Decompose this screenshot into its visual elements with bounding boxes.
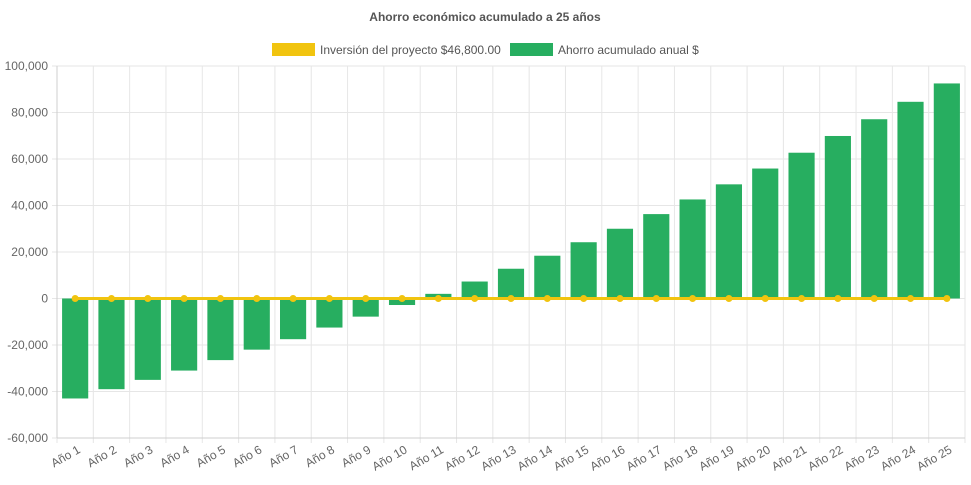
y-tick-label: -20,000 [7,338,48,352]
y-tick-label: 20,000 [11,245,48,259]
legend-item-investment[interactable]: Inversión del proyecto $46,800.00 [272,43,501,57]
investment-point[interactable] [580,295,588,302]
x-tick-label: Año 12 [442,442,482,473]
bar-savings[interactable] [679,199,706,299]
bar-savings[interactable] [861,119,888,299]
bar-savings[interactable] [534,255,561,299]
legend-swatch-investment [272,43,315,56]
bar-savings[interactable] [643,214,670,299]
x-axis: Año 1 Año 2 Año 3 Año 4 Año 5 Año 6 Año 7 Año 8… [49,437,965,474]
x-tick-label: Año 21 [769,442,809,473]
bar-savings[interactable] [497,268,525,299]
investment-point[interactable] [689,295,697,302]
bar-savings[interactable] [62,298,89,399]
investment-point[interactable] [798,295,806,302]
x-tick-label: Año 2 [85,442,119,470]
x-tick-label: Año 14 [515,442,555,473]
bar-savings[interactable] [280,298,307,340]
investment-point[interactable] [180,295,188,302]
investment-point[interactable] [943,295,951,302]
bar-savings[interactable] [788,152,815,299]
x-tick-label: Año 25 [914,442,954,473]
investment-point[interactable] [725,295,733,302]
bar-savings[interactable] [171,298,198,371]
bar-savings[interactable] [824,135,851,299]
x-tick-label: Año 10 [370,442,410,473]
legend-item-savings[interactable]: Ahorro acumulado anual $ [510,43,699,57]
x-tick-label: Año 20 [733,442,773,473]
bar-savings[interactable] [752,168,779,299]
investment-point[interactable] [834,295,842,302]
x-tick-label: Año 13 [479,442,519,473]
y-tick-label: 80,000 [11,106,48,120]
y-tick-label: -40,000 [7,385,48,399]
x-tick-label: Año 7 [266,442,300,470]
y-tick-label: 60,000 [11,152,48,166]
bar-savings[interactable] [606,228,634,299]
bar-savings[interactable] [715,184,742,299]
x-tick-label: Año 5 [194,442,228,470]
bar-savings[interactable] [933,83,960,299]
bars [62,83,960,399]
y-tick-label: 40,000 [11,199,48,213]
y-tick-label: 0 [41,292,48,306]
bar-savings[interactable] [570,242,597,299]
x-tick-label: Año 4 [157,442,191,470]
x-tick-label: Año 8 [303,442,337,470]
bar-savings[interactable] [98,298,125,390]
legend-label-savings: Ahorro acumulado anual $ [558,43,699,57]
investment-point[interactable] [471,295,479,302]
investment-point[interactable] [253,295,261,302]
investment-point[interactable] [107,295,115,302]
x-tick-label: Año 16 [588,442,628,473]
bar-savings[interactable] [352,298,379,317]
investment-point[interactable] [362,295,370,302]
investment-point[interactable] [398,295,406,302]
y-tick-label: -60,000 [7,431,48,445]
investment-point[interactable] [652,295,660,302]
investment-point[interactable] [907,295,915,302]
x-tick-label: Año 3 [121,442,155,470]
investment-point[interactable] [289,295,297,302]
x-tick-label: Año 15 [551,442,591,473]
legend-label-investment: Inversión del proyecto $46,800.00 [320,43,501,57]
x-tick-label: Año 11 [407,442,446,473]
investment-line [71,295,951,302]
x-tick-label: Año 17 [624,442,664,473]
bar-savings[interactable] [134,298,161,380]
investment-point[interactable] [761,295,769,302]
x-tick-label: Año 24 [878,442,918,473]
bar-savings[interactable] [316,298,343,328]
bar-savings[interactable] [461,281,488,299]
investment-point[interactable] [870,295,878,302]
bar-savings[interactable] [243,298,270,350]
chart-title: Ahorro económico acumulado a 25 años [369,10,601,24]
investment-point[interactable] [507,295,515,302]
investment-point[interactable] [543,295,551,302]
bar-savings[interactable] [207,298,234,361]
x-tick-label: Año 9 [339,442,373,470]
x-tick-label: Año 1 [49,442,83,470]
legend-swatch-savings [510,43,553,56]
legend: Inversión del proyecto $46,800.00 Ahorro… [272,43,699,57]
x-tick-label: Año 23 [842,442,882,473]
investment-point[interactable] [71,295,79,302]
x-tick-label: Año 22 [805,442,845,473]
y-axis: 100,000 80,000 60,000 40,000 20,000 0 -20,000 -… [5,59,58,445]
investment-point[interactable] [434,295,442,302]
x-tick-label: Año 18 [660,442,700,473]
x-tick-label: Año 6 [230,442,264,470]
investment-point[interactable] [144,295,152,302]
investment-point[interactable] [325,295,333,302]
bar-savings[interactable] [897,101,924,299]
x-tick-label: Año 19 [696,442,736,473]
investment-point[interactable] [216,295,224,302]
investment-point[interactable] [616,295,624,302]
y-tick-label: 100,000 [5,59,49,73]
